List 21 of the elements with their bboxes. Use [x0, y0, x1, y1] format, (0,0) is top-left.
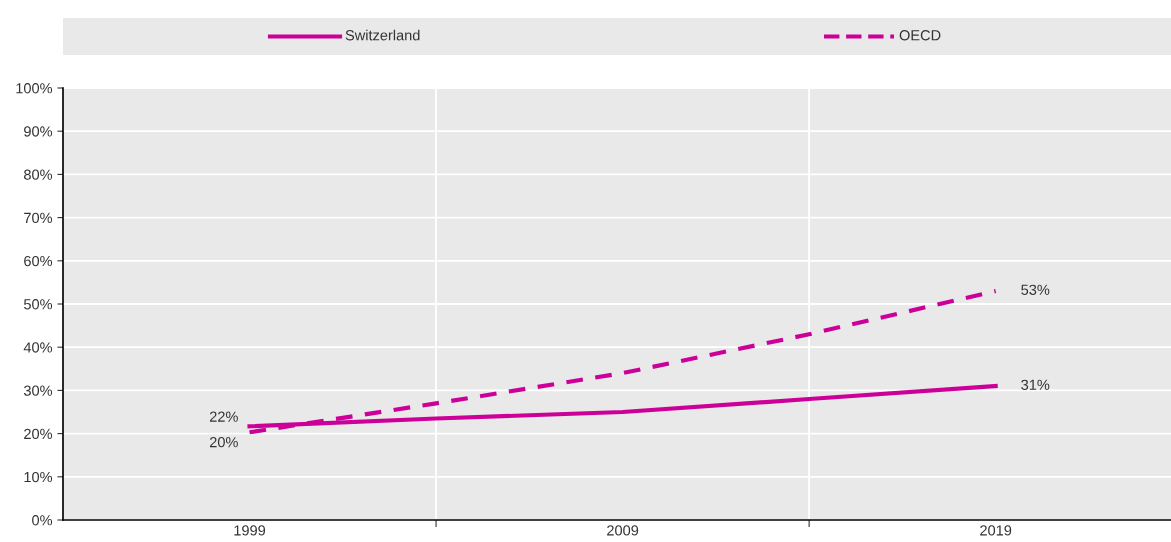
y-tick-label: 0% [32, 515, 53, 526]
x-tick-label: 1999 [234, 525, 266, 536]
line-series [247, 288, 998, 435]
y-tick-label: 40% [23, 342, 53, 353]
y-tick-label: 100% [16, 83, 53, 94]
data-label: 53% [1021, 284, 1050, 295]
x-tick-label: 2009 [607, 525, 639, 536]
y-tick-label: 50% [23, 299, 53, 310]
y-tick-label: 20% [24, 428, 53, 440]
y-tick-label: 60% [24, 255, 53, 267]
y-tick-label: 90% [24, 126, 53, 137]
legend-label: OECD [899, 30, 941, 41]
x-tick-label: 2019 [980, 525, 1012, 536]
data-label: 22% [209, 411, 238, 422]
y-tick-label: 70% [24, 212, 53, 224]
y-tick-label: 30% [23, 385, 53, 396]
legend-label: Switzerland [345, 29, 420, 41]
y-tick-label: 10% [24, 471, 53, 483]
data-label: 20% [209, 437, 238, 448]
y-tick-label: 80% [24, 169, 53, 180]
data-label: 31% [1021, 379, 1050, 390]
